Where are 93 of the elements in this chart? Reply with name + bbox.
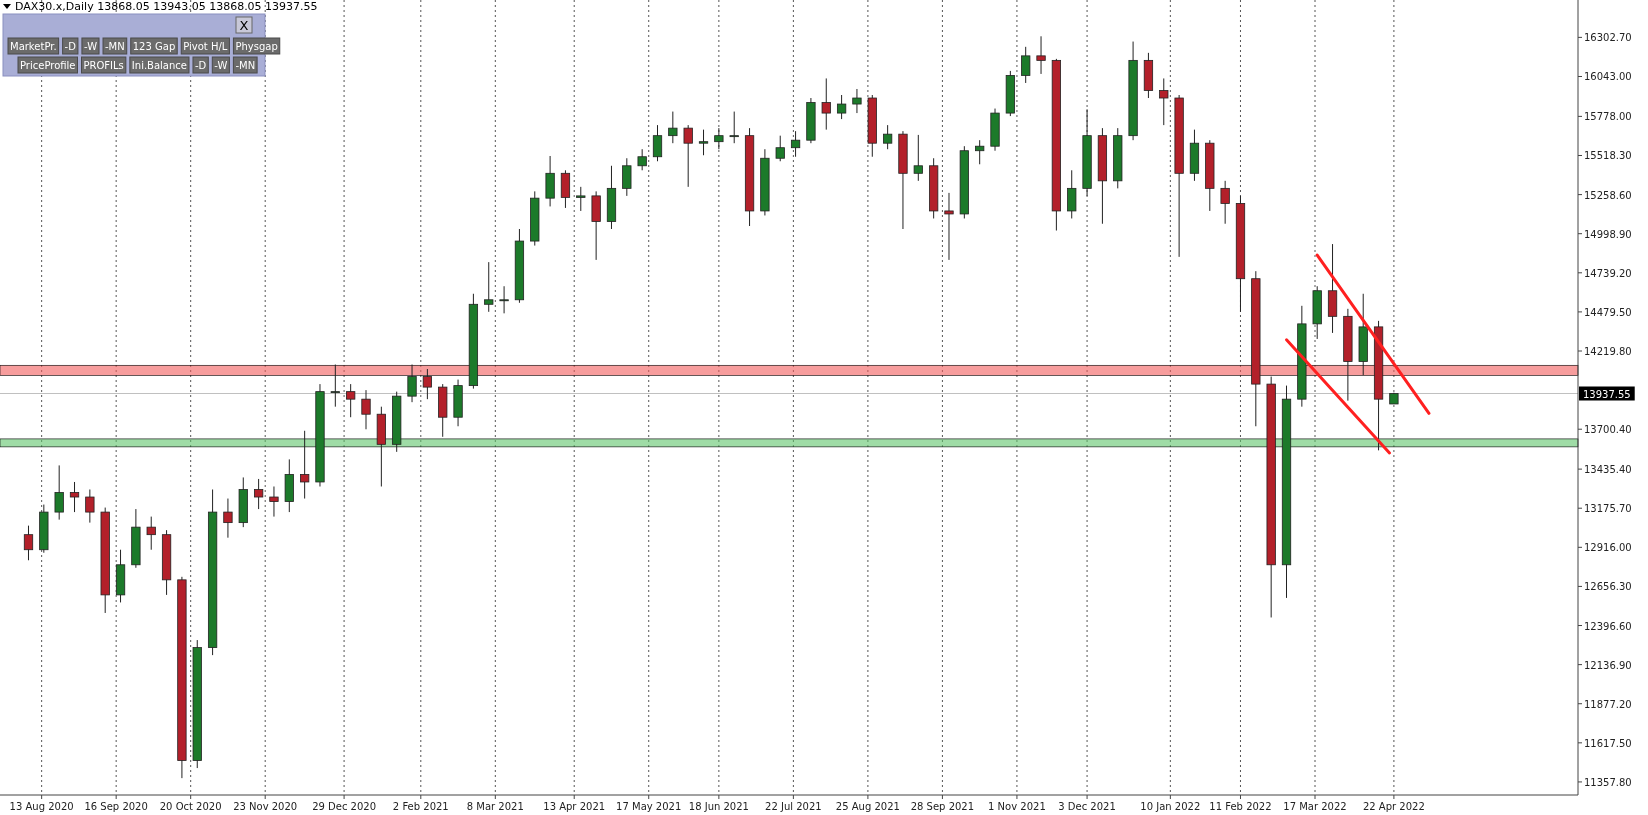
- candlestick: [330, 364, 340, 408]
- annotation: Pivot H/L: [183, 41, 228, 52]
- y-tick-label: 13175.70: [1584, 503, 1632, 515]
- candlestick: [622, 157, 632, 197]
- x-tick-label: 11 Feb 2022: [1209, 801, 1272, 812]
- candlestick: [836, 94, 847, 120]
- candlestick: [821, 77, 831, 131]
- annotation: PROFILs: [83, 60, 124, 71]
- annotation: 123 Gap: [132, 41, 176, 52]
- x-tick-label: 17 Mar 2022: [1283, 801, 1347, 812]
- annotation: -D: [64, 41, 77, 52]
- y-tick-label: 14739.20: [1584, 267, 1632, 279]
- y-tick-label: 16043.00: [1584, 71, 1632, 83]
- candlestick: [69, 481, 80, 513]
- candlestick: [499, 285, 509, 314]
- candlestick: [668, 111, 678, 144]
- candlestick: [54, 464, 64, 521]
- y-tick-label: 11617.50: [1584, 737, 1632, 749]
- y-tick-label: 13700.40: [1584, 424, 1632, 436]
- candlestick: [698, 129, 709, 156]
- annotation: -W: [83, 41, 98, 52]
- y-tick-label: 14479.50: [1584, 306, 1632, 318]
- x-tick-label: 25 Aug 2021: [835, 801, 900, 812]
- annotation: -W: [214, 60, 228, 71]
- candlestick: [714, 127, 724, 150]
- y-tick-label: 11357.80: [1584, 776, 1632, 788]
- y-tick-label: 12656.30: [1584, 581, 1632, 593]
- candlestick: [729, 111, 739, 144]
- x-tick-label: 29 Dec 2020: [312, 801, 377, 812]
- y-tick-label: 15258.60: [1584, 189, 1632, 201]
- x-tick-label: 8 Mar 2021: [466, 801, 524, 812]
- candlestick: [1159, 77, 1169, 126]
- x-tick-label: 23 Nov 2020: [233, 801, 298, 812]
- x-tick-label: 18 Jun 2021: [688, 801, 749, 812]
- candlestick: [254, 478, 264, 510]
- y-tick-label: 15778.00: [1584, 111, 1632, 123]
- candlestick: [85, 489, 95, 524]
- chart-title: DAX30.x,Daily 13868.05 13943.05 13868.05 13937.55: [15, 0, 318, 13]
- candlestick: [1067, 169, 1077, 219]
- annotation: -MN: [235, 60, 256, 71]
- y-tick-label: 11877.20: [1584, 698, 1632, 710]
- candlestick: [23, 525, 34, 561]
- candlestick: [300, 430, 310, 500]
- candlestick: [361, 389, 371, 430]
- x-tick-label: 2 Feb 2021: [392, 801, 449, 812]
- x-tick-label: 22 Apr 2022: [1362, 801, 1425, 812]
- candlestick: [944, 192, 954, 261]
- candlestick: [883, 124, 893, 150]
- annotation: MarketPr.: [10, 41, 57, 52]
- candlestick: [422, 368, 432, 400]
- x-tick-label: 10 Jan 2022: [1140, 801, 1201, 812]
- x-tick-label: 13 Aug 2020: [9, 801, 74, 812]
- candlestick: [652, 124, 663, 162]
- candlestick: [146, 516, 156, 551]
- x-tick-label: 3 Dec 2021: [1058, 801, 1116, 812]
- candlestick: [346, 383, 356, 418]
- candlestick: [576, 186, 586, 212]
- x-tick-label: 1 Nov 2021: [988, 801, 1046, 812]
- candlestick: [790, 130, 801, 158]
- x-tick-label: 28 Sep 2021: [910, 801, 975, 812]
- candlestick: [223, 498, 233, 539]
- annotation: Ini.Balance: [131, 60, 187, 71]
- candlestick: [1021, 46, 1031, 84]
- candlestick: [975, 139, 985, 165]
- candlestick: [269, 485, 279, 518]
- annotation: -MN: [105, 41, 125, 52]
- candlestick: [775, 135, 785, 162]
- candlestick: [1220, 180, 1230, 225]
- annotation: -D: [194, 60, 207, 71]
- x-tick-label: 22 Jul 2021: [765, 801, 822, 812]
- y-tick-label: 12916.00: [1584, 542, 1632, 554]
- y-tick-label: 12396.60: [1584, 620, 1632, 632]
- candlestick: [683, 124, 693, 188]
- candlestick: [637, 148, 647, 171]
- ref-line-label: 13937.55: [1583, 388, 1631, 400]
- y-tick-label: 16302.70: [1584, 32, 1632, 44]
- y-tick-label: 15518.30: [1584, 150, 1632, 162]
- y-tick-label: 12136.90: [1584, 659, 1632, 671]
- x-tick-label: 16 Sep 2020: [84, 801, 148, 812]
- y-tick-label: 14998.90: [1584, 228, 1632, 240]
- x-tick-label: 13 Apr 2021: [543, 801, 606, 812]
- x-tick-label: 20 Oct 2020: [159, 801, 222, 812]
- candlestick: [407, 364, 417, 403]
- candlestick: [852, 88, 862, 114]
- y-tick-label: 13435.40: [1584, 464, 1632, 476]
- candlestick: [1036, 35, 1046, 75]
- annotation: PriceProfile: [20, 60, 76, 71]
- x-tick-label: 17 May 2021: [616, 801, 682, 812]
- candlestick: [913, 134, 923, 182]
- y-tick-label: 14219.80: [1584, 346, 1632, 357]
- candlestick: [484, 261, 494, 313]
- annotation: X: [239, 18, 249, 33]
- annotation: Physgap: [235, 41, 278, 52]
